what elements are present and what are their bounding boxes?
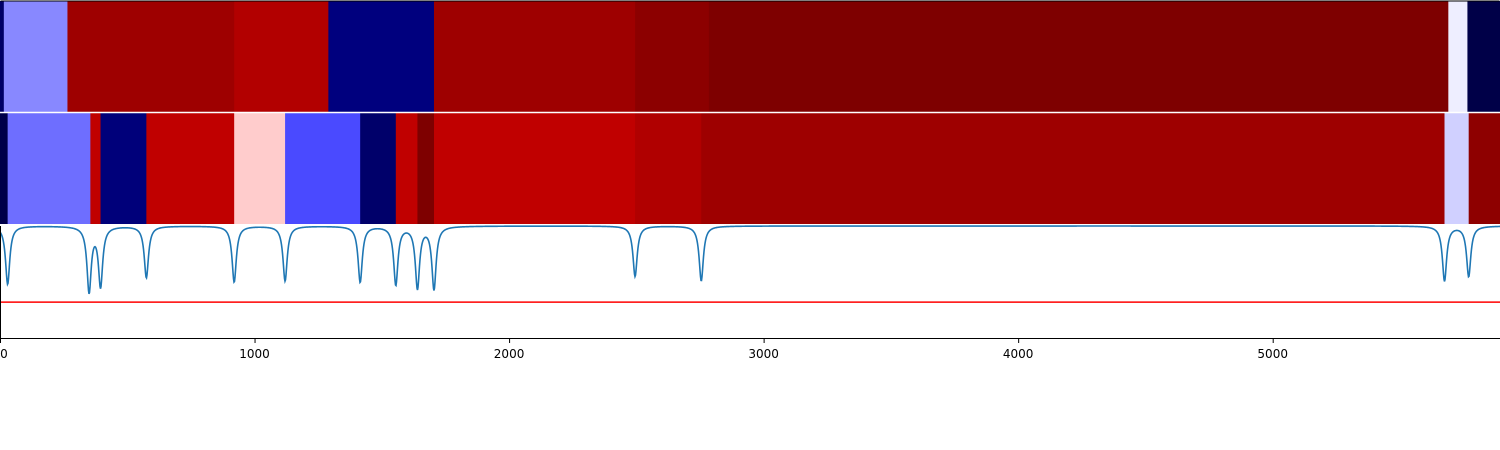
heatmap-cell <box>234 113 286 224</box>
heatmap-cell <box>90 113 101 224</box>
heatmap-cell <box>701 113 1445 224</box>
heatmap-cell <box>234 1 329 112</box>
heatmap-cell <box>328 1 434 112</box>
x-tick-label: 1000 <box>239 347 270 361</box>
line-panel <box>0 226 1500 302</box>
heatmap-track-1 <box>0 1 1500 112</box>
heatmap-cell <box>1467 1 1500 112</box>
heatmap-cell <box>360 113 396 224</box>
heatmap-cell <box>1445 113 1470 224</box>
x-axis: 0 1000 2000 3000 4000 5000 <box>0 226 1500 361</box>
heatmap-cell <box>635 113 702 224</box>
x-tick-label: 0 <box>0 347 8 361</box>
heatmap-track-2 <box>0 113 1500 224</box>
heatmap-cell <box>101 113 147 224</box>
heatmap-cell <box>417 113 434 224</box>
heatmap-cell <box>635 1 709 112</box>
heatmap-cell <box>146 113 234 224</box>
heatmap-cell <box>8 113 91 224</box>
heatmap-cell <box>396 113 418 224</box>
x-tick-label: 2000 <box>494 347 525 361</box>
top-border <box>1 1 1500 2</box>
heatmap-cell <box>0 1 4 112</box>
heatmap-cell <box>1448 1 1468 112</box>
x-tick-label: 4000 <box>1003 347 1034 361</box>
heatmap-cell <box>709 1 1449 112</box>
heatmap-cell <box>4 1 68 112</box>
signal-line <box>0 226 1500 294</box>
heatmap-cell <box>0 113 8 224</box>
x-tick-label: 5000 <box>1257 347 1288 361</box>
heatmap-cell <box>1469 113 1500 224</box>
heatmap-cell <box>67 1 234 112</box>
heatmap-cell <box>434 1 636 112</box>
heatmap-cell <box>285 113 361 224</box>
x-tick-label: 3000 <box>748 347 779 361</box>
heatmap-cell <box>434 113 636 224</box>
